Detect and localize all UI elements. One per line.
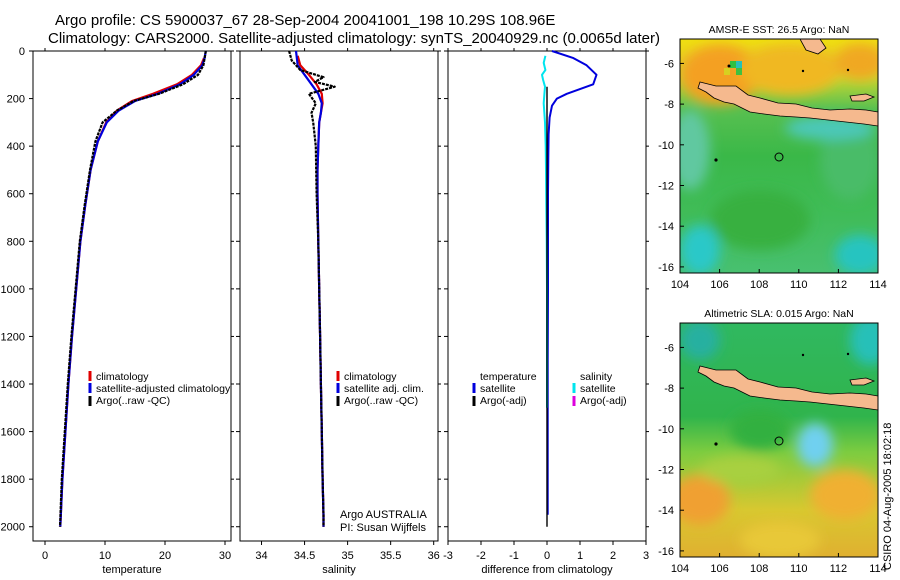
- map-x-tick-label: 104: [671, 279, 689, 291]
- map-y-tick-label: -12: [658, 181, 674, 193]
- sla-map-panel: Altimetric SLA: 0.015 Argo: NaN 104 106 10…: [658, 308, 887, 575]
- sst-heatmap: [680, 39, 878, 273]
- y-tick-label: 400: [7, 141, 25, 153]
- map-y-tick-label: -8: [664, 383, 674, 395]
- x-tick-label: -2: [476, 550, 486, 562]
- sla-map-title: Altimetric SLA: 0.015 Argo: NaN: [704, 308, 853, 320]
- legend-label-satellite: satellite adj. clim.: [344, 383, 424, 395]
- x-tick-label: 36: [428, 550, 440, 562]
- map-x-tick-label: 114: [869, 279, 887, 291]
- x-tick-label: -3: [443, 550, 453, 562]
- series-line: [288, 50, 336, 527]
- title-line-1: Argo profile: CS 5900037_67 28-Sep-2004 …: [55, 12, 556, 29]
- sst-land-borneo: [799, 39, 827, 55]
- salinity-xlabel: salinity: [322, 564, 356, 576]
- x-tick-label: 1: [577, 550, 583, 562]
- difference-xlabel: difference from climatology: [481, 564, 613, 576]
- temperature-axes-frame: [32, 50, 232, 542]
- argo-profile-marker: [774, 152, 784, 162]
- sst-map-title: AMSR-E SST: 26.5 Argo: NaN: [709, 24, 850, 36]
- map-y-tick-label: -14: [658, 221, 674, 233]
- temperature-panel: 0 10 20 30 0 200 400 600 800 1000 1200 1400 1600 1800…: [1, 46, 234, 576]
- x-tick-label: 20: [159, 550, 171, 562]
- sla-land-madura: [849, 377, 876, 386]
- map-y-tick-label: -16: [658, 546, 674, 558]
- map-y-tick-label: -6: [664, 342, 674, 354]
- map-y-tick-label: -6: [664, 58, 674, 70]
- x-tick-label: 3: [643, 550, 649, 562]
- legend-label-temp-satellite: satellite: [480, 383, 516, 395]
- y-tick-label: 1400: [1, 379, 25, 391]
- legend-label-temp-argo: Argo(-adj): [480, 395, 527, 407]
- map-y-tick-label: -10: [658, 140, 674, 152]
- y-tick-label: 1200: [1, 331, 25, 343]
- sst-map-frame: [679, 38, 879, 274]
- sla-heatmap: [680, 323, 878, 557]
- x-tick-label: 35.5: [380, 550, 401, 562]
- legend-label-climatology: climatology: [96, 371, 149, 383]
- y-tick-label: 800: [7, 236, 25, 248]
- map-x-tick-label: 112: [830, 563, 848, 575]
- legend-label-argo: Argo(..raw -QC): [344, 395, 418, 407]
- map-y-tick-label: -14: [658, 505, 674, 517]
- salinity-axes-frame: [239, 50, 439, 542]
- x-tick-label: 2: [610, 550, 616, 562]
- map-x-tick-label: 106: [710, 279, 728, 291]
- temperature-legend: climatology satellite-adjusted climatolo…: [88, 371, 231, 407]
- map-x-tick-label: 108: [750, 563, 768, 575]
- map-y-tick-label: -12: [658, 465, 674, 477]
- x-tick-label: 10: [99, 550, 111, 562]
- map-x-tick-label: 106: [710, 563, 728, 575]
- x-tick-label: -1: [509, 550, 519, 562]
- salinity-legend: climatology satellite adj. clim. Argo(..…: [336, 371, 424, 407]
- y-tick-label: 1000: [1, 284, 25, 296]
- map-x-tick-label: 104: [671, 563, 689, 575]
- sst-land-madura: [849, 93, 876, 102]
- y-tick-label: 1800: [1, 474, 25, 486]
- map-x-tick-label: 112: [830, 279, 848, 291]
- map-x-tick-label: 110: [790, 563, 808, 575]
- map-x-tick-label: 114: [869, 563, 887, 575]
- title-line-2: Climatology: CARS2000. Satellite-adjuste…: [48, 30, 661, 47]
- y-tick-label: 0: [19, 46, 25, 58]
- legend-label-satellite: satellite-adjusted climatology: [96, 383, 231, 395]
- y-tick-label: 2000: [1, 522, 25, 534]
- y-tick-label: 600: [7, 189, 25, 201]
- y-tick-label: 200: [7, 94, 25, 106]
- legend-label-temperature: temperature: [480, 371, 537, 383]
- annotation-argo-australia: Argo AUSTRALIA: [340, 509, 427, 521]
- sla-map-frame: [679, 322, 879, 558]
- y-tick-label: 1600: [1, 427, 25, 439]
- x-tick-label: 0: [544, 550, 550, 562]
- map-y-tick-label: -10: [658, 424, 674, 436]
- x-tick-label: 34: [255, 550, 267, 562]
- difference-legend: temperature satellite Argo(-adj) salinit…: [472, 371, 627, 407]
- argo-profile-marker: [774, 436, 784, 446]
- legend-label-argo: Argo(..raw -QC): [96, 395, 170, 407]
- map-x-tick-label: 110: [790, 279, 808, 291]
- difference-panel: -3 -2 -1 0 1 2 3 difference from climatology: [443, 48, 649, 576]
- x-tick-label: 35: [341, 550, 353, 562]
- sst-land-java: [697, 81, 878, 127]
- x-tick-label: 0: [42, 550, 48, 562]
- sst-map-panel: AMSR-E SST: 26.5 Argo: NaN: [658, 24, 887, 291]
- series-line: [58, 50, 207, 527]
- annotation-pi: PI: Susan Wijffels: [340, 522, 426, 534]
- legend-label-sal-satellite: satellite: [580, 383, 616, 395]
- salinity-panel: 34 34.5 35 35.5 36 salinity Argo AUSTRALIA P…: [236, 48, 441, 576]
- temperature-xlabel: temperature: [102, 564, 161, 576]
- legend-label-salinity: salinity: [580, 371, 613, 383]
- map-y-tick-label: -8: [664, 99, 674, 111]
- legend-label-climatology: climatology: [344, 371, 397, 383]
- map-x-tick-label: 108: [750, 279, 768, 291]
- legend-label-sal-argo: Argo(-adj): [580, 395, 627, 407]
- x-tick-label: 34.5: [294, 550, 315, 562]
- sla-land-java: [697, 365, 878, 411]
- x-tick-label: 30: [219, 550, 231, 562]
- map-y-tick-label: -16: [658, 262, 674, 274]
